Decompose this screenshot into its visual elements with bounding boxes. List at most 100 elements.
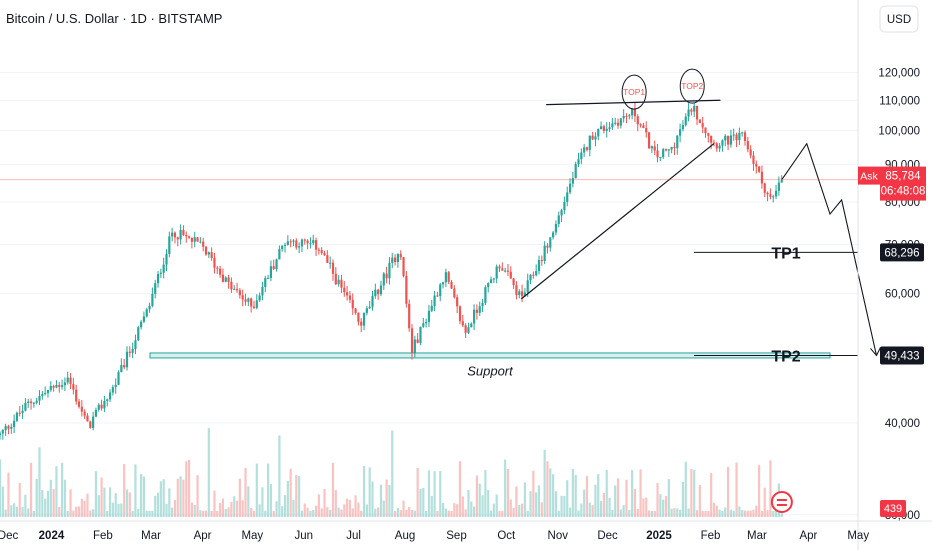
- candle-body: [216, 267, 219, 269]
- candle-body: [769, 194, 772, 197]
- volume-bar: [123, 464, 126, 517]
- candle-body: [309, 243, 312, 245]
- volume-bar: [210, 510, 213, 517]
- candle-body: [512, 278, 515, 286]
- candle-body: [66, 377, 69, 383]
- candle-body: [571, 178, 574, 184]
- volume-bar: [216, 510, 219, 517]
- candle-body: [123, 365, 126, 368]
- volume-bar: [221, 498, 225, 517]
- time-tick-label: May: [241, 530, 263, 542]
- volume-bar: [566, 480, 569, 517]
- candle-body: [560, 210, 563, 216]
- candles: [0, 102, 783, 440]
- volume-bar: [684, 461, 687, 517]
- volume-bar: [207, 428, 210, 517]
- candle-body: [292, 240, 295, 242]
- candle-body: [320, 250, 323, 254]
- volume-bar: [625, 479, 628, 517]
- candle-body: [312, 240, 315, 244]
- candle-body: [331, 262, 335, 274]
- volume-bar: [168, 488, 171, 517]
- volume-bar: [498, 510, 501, 517]
- volume-bar: [306, 507, 309, 517]
- volume-bar: [670, 508, 673, 517]
- volume-bar: [154, 495, 157, 517]
- volume-bar: [549, 468, 552, 517]
- candle-body: [568, 183, 572, 193]
- candle-body: [49, 385, 52, 390]
- volume-bar: [72, 510, 75, 517]
- candle-body: [608, 127, 611, 129]
- time-tick-label: Feb: [701, 530, 721, 542]
- volume-bar: [526, 510, 529, 517]
- volume-bar: [213, 490, 216, 517]
- bar-countdown: 06:48:08: [881, 186, 926, 198]
- candle-body: [80, 406, 83, 412]
- volume-bar: [752, 509, 755, 517]
- time-tick-label: Apr: [799, 530, 817, 542]
- candle-body: [58, 384, 61, 387]
- volume-bar: [591, 505, 594, 517]
- candle-body: [518, 291, 521, 296]
- candle-body: [179, 229, 182, 240]
- candle-body: [743, 132, 747, 141]
- candle-body: [29, 401, 33, 403]
- volume-bar: [597, 474, 600, 517]
- candle-body: [588, 135, 591, 150]
- tp2-price-badge: [880, 346, 924, 365]
- volume-bar: [368, 467, 371, 517]
- volume-bar: [721, 510, 724, 517]
- volume-bar: [351, 508, 354, 517]
- candle-body: [27, 401, 30, 403]
- volume-bar: [520, 503, 524, 517]
- candle-body: [159, 272, 162, 274]
- candle-body: [165, 253, 168, 265]
- volume-bar: [58, 507, 61, 517]
- volume-bar: [535, 492, 538, 517]
- volume-bar: [117, 503, 120, 517]
- candle-body: [72, 384, 75, 390]
- volume-bar: [441, 502, 445, 517]
- candle-body: [450, 281, 453, 289]
- time-tick-label: Jul: [346, 530, 361, 542]
- volume-bar: [506, 469, 510, 517]
- volume-bar: [357, 502, 360, 517]
- candle-body: [597, 129, 600, 137]
- candle-body: [487, 283, 490, 288]
- volume-bar: [631, 470, 634, 517]
- candle-body: [326, 255, 329, 263]
- time-tick-label: Mar: [141, 530, 161, 542]
- candle-body: [599, 126, 603, 130]
- candle-body: [552, 232, 555, 238]
- candle-body: [303, 239, 306, 241]
- candle-body: [162, 264, 165, 273]
- candle-body: [653, 146, 656, 151]
- volume-bar: [611, 509, 614, 517]
- candle-body: [371, 296, 374, 307]
- support-label: Support: [467, 363, 514, 378]
- volume-bar: [165, 503, 168, 517]
- candle-body: [55, 384, 58, 388]
- volume-bar: [233, 496, 236, 517]
- candle-body: [396, 253, 400, 263]
- volume-bar: [693, 469, 696, 517]
- volume-bar: [83, 500, 86, 517]
- candle-body: [134, 340, 137, 349]
- candle-body: [7, 426, 10, 429]
- candle-body: [346, 292, 349, 296]
- ask-price: 85,784: [885, 171, 921, 183]
- volume-bar: [391, 430, 394, 517]
- candle-body: [619, 118, 622, 126]
- volume-bar: [38, 447, 41, 517]
- candle-body: [241, 295, 244, 300]
- chart-title: Bitcoin / U.S. Dollar · 1D · BITSTAMP: [6, 11, 223, 26]
- candle-body: [235, 288, 239, 291]
- candle-body: [10, 426, 13, 429]
- candle-body: [594, 136, 597, 140]
- volume-bar: [75, 506, 78, 517]
- volume-bar: [230, 501, 233, 517]
- candle-body: [348, 295, 352, 300]
- candle-body: [252, 306, 256, 308]
